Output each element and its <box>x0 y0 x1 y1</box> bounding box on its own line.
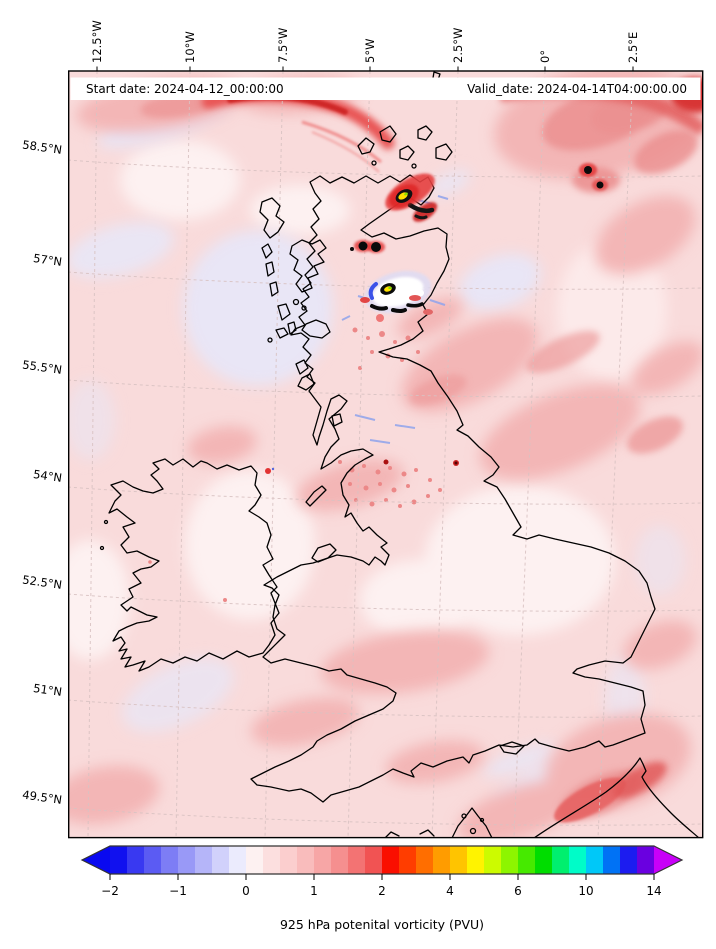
lon-tick-label: 10°W <box>183 31 197 63</box>
colorbar-segment <box>484 846 502 874</box>
colorbar-caption: 925 hPa potenital vorticity (PVU) <box>280 917 484 932</box>
vortex-cairngorms <box>360 270 433 322</box>
black-dot-pair-highlands <box>350 240 385 253</box>
colorbar-tick-label: −1 <box>169 884 187 898</box>
coastline-france <box>384 757 700 838</box>
graticule-gridlines <box>68 71 703 838</box>
colorbar-segment <box>603 846 621 874</box>
colorbar-segment <box>314 846 332 874</box>
colorbar-segment <box>535 846 553 874</box>
colorbar-segment <box>637 846 655 874</box>
colorbar-segments <box>110 846 655 874</box>
lat-tick-label: 57°N <box>32 251 63 269</box>
colorbar-segment <box>382 846 400 874</box>
colorbar-segment <box>263 846 281 874</box>
colorbar-tick-label: 6 <box>514 884 522 898</box>
lat-tick-label: 58.5°N <box>21 138 63 157</box>
colorbar-segment <box>212 846 230 874</box>
colorbar-segment <box>348 846 366 874</box>
colorbar-segment <box>552 846 570 874</box>
colorbar-segment <box>229 846 247 874</box>
lat-tick-label: 52.5°N <box>21 573 63 592</box>
colorbar-over-arrow <box>654 846 682 874</box>
black-dot-pair-north-sea <box>579 163 608 191</box>
map-field <box>68 71 703 838</box>
colorbar-segment <box>280 846 298 874</box>
left-axis: 58.5°N 57°N 55.5°N 54°N 52.5°N 51°N 49.5… <box>21 138 63 807</box>
colorbar-tick-label: 1 <box>310 884 318 898</box>
colorbar-ticks <box>109 874 655 880</box>
valid-date-label: Valid_date: 2024-04-14T04:00:00.00 <box>467 82 687 96</box>
colorbar-segment <box>331 846 349 874</box>
colorbar-segment <box>178 846 196 874</box>
colorbar-segment <box>501 846 519 874</box>
colorbar-segment <box>467 846 485 874</box>
start-date-label: Start date: 2024-04-12_00:00:00 <box>86 82 284 96</box>
colorbar-segment <box>110 846 128 874</box>
lon-tick-label: 5°W <box>363 39 377 63</box>
colorbar-segment <box>569 846 587 874</box>
colorbar-tick-label: 4 <box>446 884 454 898</box>
coastline-islands <box>99 71 525 835</box>
title-strip <box>70 77 701 100</box>
lat-tick-label: 49.5°N <box>21 788 63 807</box>
lat-tick-label: 54°N <box>32 467 63 485</box>
lon-tick-label: 7.5°W <box>276 28 290 63</box>
colorbar-tick-label: −2 <box>101 884 119 898</box>
small-pv-specks <box>265 459 459 474</box>
top-axis: 12.5°W 10°W 7.5°W 5°W 2.5°W 0° 2.5°E <box>90 20 640 71</box>
colorbar-tick-label: 2 <box>378 884 386 898</box>
colorbar-segment <box>246 846 264 874</box>
colorbar-tick-label: 10 <box>578 884 593 898</box>
colorbar-segment <box>620 846 638 874</box>
colorbar-segment <box>127 846 145 874</box>
colorbar-segment <box>450 846 468 874</box>
pv-field-blobs <box>68 71 703 838</box>
coastline-ireland <box>108 458 280 672</box>
colorbar-segment <box>518 846 536 874</box>
colorbar-segment <box>365 846 383 874</box>
vortex-moray <box>385 173 438 222</box>
lon-tick-label: 12.5°W <box>90 20 104 63</box>
colorbar-tick-label: 14 <box>646 884 661 898</box>
map-frame <box>67 70 704 839</box>
colorbar-tick-label: 0 <box>242 884 250 898</box>
colorbar-segment <box>161 846 179 874</box>
colorbar-segment <box>433 846 451 874</box>
colorbar-segment <box>416 846 434 874</box>
colorbar-segment <box>144 846 162 874</box>
lon-tick-label: 2.5°E <box>626 32 640 63</box>
lat-tick-label: 51°N <box>32 681 63 699</box>
colorbar: −2 −1 0 1 2 4 6 10 14 925 hPa potenital … <box>80 845 684 932</box>
coastline-great-britain <box>250 174 656 803</box>
colorbar-segment <box>297 846 315 874</box>
colorbar-segment <box>586 846 604 874</box>
lon-tick-label: 0° <box>538 50 552 63</box>
colorbar-segment <box>399 846 417 874</box>
lat-tick-label: 55.5°N <box>21 358 63 377</box>
lon-tick-label: 2.5°W <box>451 28 465 63</box>
colorbar-segment <box>195 846 213 874</box>
negative-pv-slivers <box>341 195 449 444</box>
colorbar-under-arrow <box>82 846 110 874</box>
